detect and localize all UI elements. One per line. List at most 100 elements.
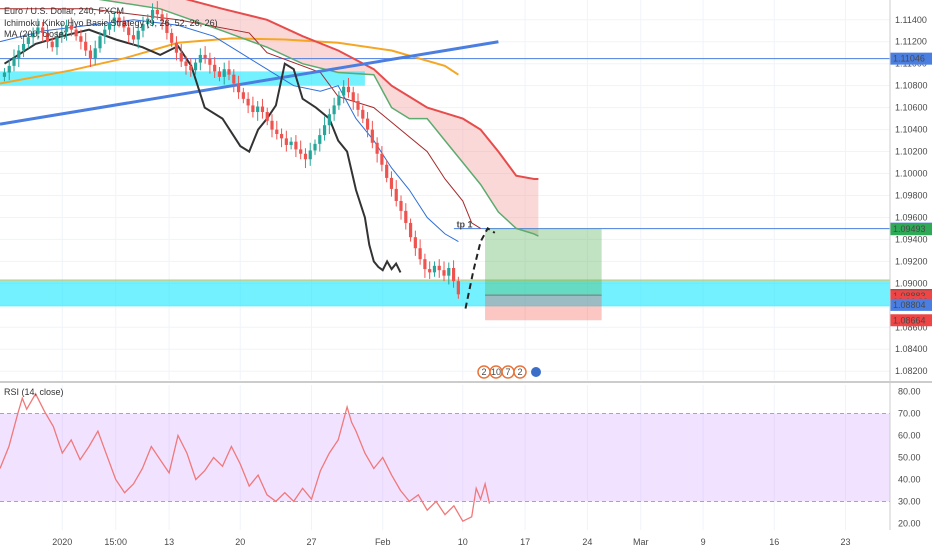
candle-body: [60, 31, 64, 38]
candle-body: [41, 27, 45, 33]
event-badge-label: 7: [505, 367, 510, 377]
event-badge-flag: [531, 367, 541, 377]
rsi-tick-label: 80.00: [898, 387, 921, 397]
resistance-zone: [0, 71, 365, 86]
candle-body: [7, 65, 11, 73]
candle-body: [64, 25, 69, 32]
tenkan-line: [0, 19, 459, 243]
candle-body: [79, 36, 83, 42]
candle-body: [313, 143, 317, 151]
price-marker: [890, 223, 932, 236]
candle-body: [50, 41, 54, 48]
candle-body: [232, 74, 236, 84]
price-tick-label: 1.11200: [895, 37, 927, 47]
candle-body: [370, 129, 374, 143]
candle-body: [2, 72, 7, 77]
candle-body: [88, 50, 93, 59]
candle-body: [193, 62, 198, 71]
price-marker-label: 1.09493: [893, 224, 926, 234]
symbol-legend[interactable]: Euro / U.S. Dollar, 240, FXCM: [4, 6, 124, 16]
candle-body: [361, 109, 365, 119]
candle-body: [256, 106, 260, 113]
candle-body: [432, 265, 437, 273]
rsi-panel[interactable]: [0, 385, 890, 530]
price-marker: [890, 298, 932, 311]
candle-body: [365, 118, 370, 130]
price-tick-label: 1.08400: [895, 344, 928, 354]
candle-body: [127, 27, 131, 36]
x-tick-label: Mar: [633, 537, 649, 547]
price-tick-label: 1.09800: [895, 190, 928, 200]
candle-body: [21, 43, 26, 51]
candle-body: [327, 114, 331, 126]
candle-body: [203, 54, 207, 59]
candle-body: [184, 61, 188, 66]
x-tick-label: 23: [840, 537, 850, 547]
trendline: [0, 40, 499, 126]
candle-body: [103, 29, 107, 37]
candle-body: [74, 29, 78, 37]
rsi-tick-label: 50.00: [898, 453, 921, 463]
candle-body: [112, 17, 116, 24]
price-panel[interactable]: tp 12 10 7 2: [0, 0, 890, 380]
senkou-span-b: [185, 0, 539, 180]
candle-body: [351, 92, 355, 102]
candle-body: [318, 135, 322, 144]
candle-body: [260, 106, 265, 113]
candle-body: [217, 71, 222, 77]
price-tick-label: 1.08600: [895, 322, 928, 332]
x-tick-label: 10: [458, 537, 468, 547]
candle-body: [356, 101, 360, 110]
candle-body: [12, 58, 16, 66]
support-zone: [0, 280, 890, 307]
x-tick-label: 2020: [52, 537, 72, 547]
candle-body: [222, 69, 226, 77]
price-tick-label: 1.11400: [895, 15, 927, 25]
price-tick-label: 1.10200: [895, 147, 928, 157]
kijun-line: [0, 8, 481, 229]
price-tick-label: 1.10800: [895, 81, 928, 91]
candle-body: [408, 222, 413, 238]
candle-body: [447, 267, 451, 276]
candle-body: [270, 120, 274, 130]
candle-body: [380, 153, 384, 165]
x-tick-label: 27: [306, 537, 316, 547]
candle-body: [136, 30, 140, 40]
candle-body: [241, 92, 245, 99]
candle-body: [418, 248, 422, 260]
candle-body: [165, 20, 169, 33]
candle-body: [131, 35, 136, 40]
ichimoku-legend[interactable]: Ichimoku Kinko Hyo Basic Strategy (9, 26…: [4, 18, 218, 28]
rsi-tick-label: 40.00: [898, 474, 921, 484]
candle-body: [413, 237, 417, 249]
candle-body: [208, 58, 212, 65]
candle-body: [289, 141, 293, 145]
price-tick-label: 1.08200: [895, 366, 928, 376]
x-tick-label: 9: [701, 537, 706, 547]
price-tick-label: 1.09200: [895, 256, 928, 266]
candle-body: [213, 64, 217, 72]
candle-body: [141, 24, 145, 31]
x-tick-label: 13: [164, 537, 174, 547]
candle-body: [246, 98, 250, 106]
candle-body: [17, 50, 21, 59]
candle-body: [404, 210, 408, 223]
x-tick-label: 24: [582, 537, 592, 547]
candle-body: [456, 281, 460, 295]
ma200-line: [0, 37, 459, 85]
price-tick-label: 1.09000: [895, 278, 928, 288]
candle-body: [98, 36, 102, 49]
candle-body: [45, 32, 50, 42]
candle-body: [26, 37, 30, 44]
candle-body: [279, 133, 284, 139]
candle-body: [389, 177, 394, 189]
candle-body: [84, 41, 88, 51]
candle-body: [93, 48, 97, 59]
price-marker-label: 1.08804: [893, 300, 926, 310]
price-tick-label: 1.10400: [895, 125, 928, 135]
ma-legend[interactable]: MA (200, close): [4, 29, 67, 39]
rsi-legend[interactable]: RSI (14, close): [4, 387, 64, 397]
position-profit-zone: [485, 228, 602, 296]
